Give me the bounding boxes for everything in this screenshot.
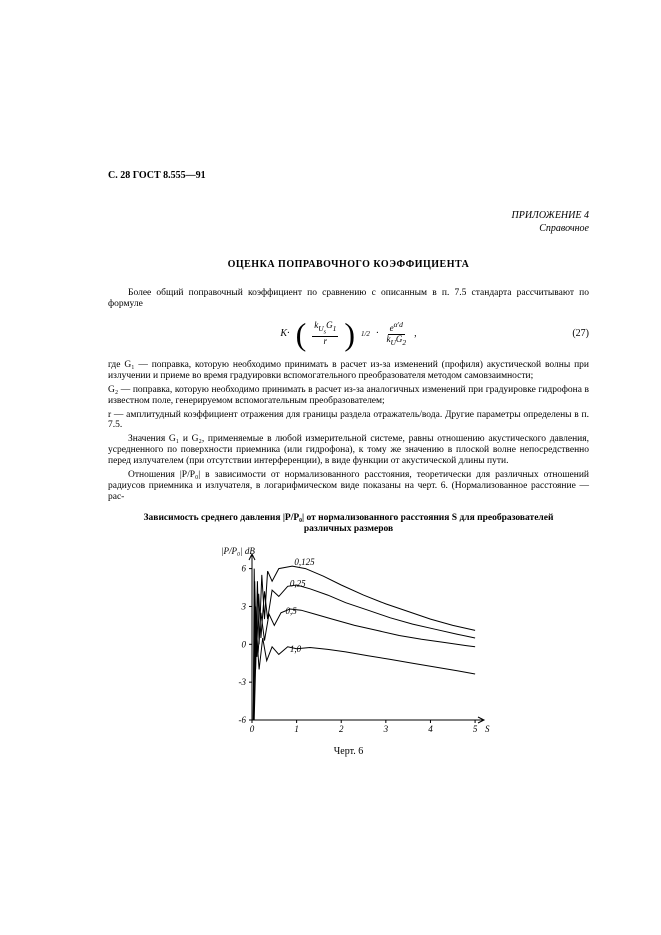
annex-block: ПРИЛОЖЕНИЕ 4 Справочное xyxy=(108,209,589,235)
annex-subtitle: Справочное xyxy=(108,222,589,235)
where-line: r — амплитудный коэффициент отражения дл… xyxy=(108,410,589,432)
svg-text:0: 0 xyxy=(249,724,254,734)
svg-text:2: 2 xyxy=(338,724,343,734)
annex-title: ПРИЛОЖЕНИЕ 4 xyxy=(108,209,589,222)
formula-lhs: K· xyxy=(280,328,289,339)
where-line: Отношения |P/P₀| в зависимости от нормал… xyxy=(108,470,589,503)
formula-27: K· ( kUsG1 r )1/2 · eα'd kUG2 , (27) xyxy=(108,316,589,352)
svg-text:-3: -3 xyxy=(238,677,246,687)
page-header: С. 28 ГОСТ 8.555—91 xyxy=(108,170,589,181)
svg-text:-6: -6 xyxy=(238,715,246,725)
svg-text:0,25: 0,25 xyxy=(289,578,305,588)
svg-text:1: 1 xyxy=(294,724,299,734)
where-line: где G₁ — поправка, которую необходимо пр… xyxy=(108,360,589,382)
frac2-num: eα'd xyxy=(388,321,405,334)
main-title: ОЦЕНКА ПОПРАВОЧНОГО КОЭФФИЦИЕНТА xyxy=(108,259,589,270)
formula-frac1: kUsG1 r xyxy=(312,321,338,346)
svg-text:3: 3 xyxy=(382,724,388,734)
chart-figure: |P/P₀| dB -6 -3 0 3 6 0 1 2 3 4 5S 0,125 0,25 0,5 1,0 xyxy=(204,542,494,742)
formula-exp: 1/2 xyxy=(361,330,370,338)
formula-mid: · xyxy=(376,328,379,339)
svg-text:0,125: 0,125 xyxy=(294,557,315,567)
chart-caption: Зависимость среднего давления |P/P₀| от … xyxy=(128,513,569,536)
chart-label-below: Черт. 6 xyxy=(334,746,363,757)
intro-paragraph: Более общий поправочный коэффициент по с… xyxy=(108,288,589,310)
svg-text:S: S xyxy=(485,724,490,734)
svg-text:4: 4 xyxy=(428,724,433,734)
svg-text:|P/P₀| dB: |P/P₀| dB xyxy=(221,546,255,556)
where-line: Значения G₁ и G₂, применяемые в любой из… xyxy=(108,434,589,467)
formula-number: (27) xyxy=(572,328,589,339)
formula-frac2: eα'd kUG2 xyxy=(384,321,408,346)
where-block: где G₁ — поправка, которую необходимо пр… xyxy=(108,360,589,503)
where-line: G₂ — поправка, которую необходимо приним… xyxy=(108,385,589,407)
svg-text:0: 0 xyxy=(241,639,246,649)
svg-text:0,5: 0,5 xyxy=(285,606,297,616)
svg-text:5: 5 xyxy=(472,724,477,734)
svg-text:6: 6 xyxy=(241,563,246,573)
frac1-num: kUsG1 xyxy=(312,321,338,337)
svg-text:1,0: 1,0 xyxy=(289,644,301,654)
svg-text:3: 3 xyxy=(240,601,246,611)
frac2-den: kUG2 xyxy=(384,335,408,347)
frac1-den: r xyxy=(322,337,330,346)
